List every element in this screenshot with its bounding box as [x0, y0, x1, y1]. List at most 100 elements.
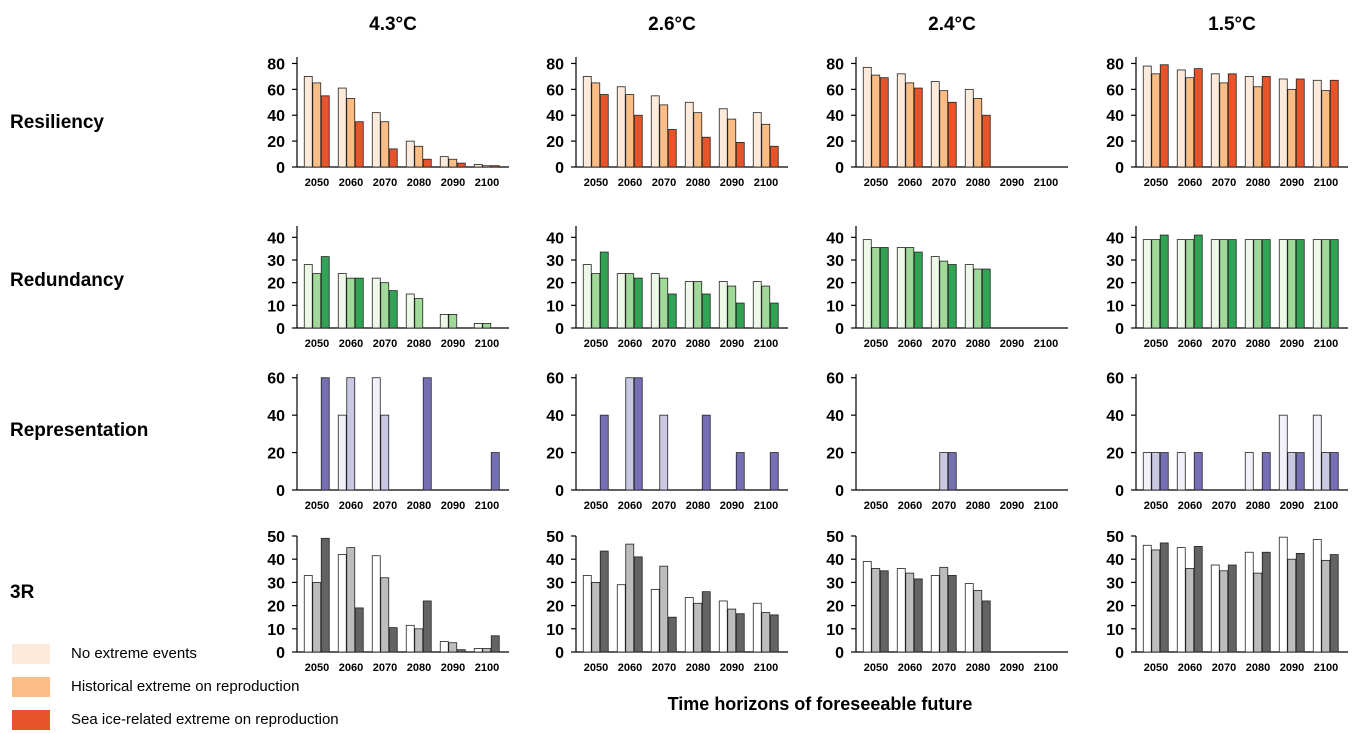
bar [1159, 452, 1169, 491]
legend-swatch [12, 644, 50, 664]
y-tick-label: 20 [546, 134, 564, 151]
y-tick-label: 0 [835, 483, 844, 500]
bar [582, 264, 592, 329]
bar [1151, 239, 1161, 329]
x-tick-label: 2070 [1212, 338, 1236, 350]
bar [1312, 414, 1322, 491]
bar [312, 82, 322, 168]
bar [896, 73, 906, 168]
bar [1329, 452, 1339, 491]
y-tick-label: 0 [1115, 483, 1124, 500]
y-tick-label: 10 [1106, 298, 1124, 315]
bar [1185, 77, 1195, 168]
bar [380, 577, 390, 653]
y-tick-label: 0 [555, 645, 564, 662]
bar [939, 260, 949, 329]
y-tick-label: 40 [546, 230, 564, 247]
x-tick-label: 2070 [932, 500, 956, 512]
y-tick-label: 40 [546, 108, 564, 125]
bar [1261, 551, 1271, 653]
bar [320, 95, 330, 168]
x-tick-label: 2070 [652, 177, 676, 189]
bar [752, 112, 762, 168]
x-tick-label: 2060 [339, 662, 363, 674]
x-tick-label: 2080 [686, 338, 710, 350]
bar [1176, 239, 1186, 329]
x-tick-label: 2070 [1212, 177, 1236, 189]
x-tick-label: 2100 [475, 500, 499, 512]
bar [981, 600, 991, 653]
bar [913, 251, 923, 329]
y-tick-label: 50 [1106, 529, 1124, 546]
y-tick-label: 20 [1106, 276, 1124, 293]
x-tick-label: 2090 [1280, 500, 1304, 512]
bar [1244, 239, 1254, 329]
bar [879, 77, 889, 168]
bar [337, 273, 347, 329]
y-tick-label: 40 [546, 408, 564, 425]
bar [1227, 564, 1237, 653]
bar [1185, 239, 1195, 329]
bar [718, 108, 728, 168]
x-tick-label: 2060 [1178, 177, 1202, 189]
x-tick-label: 2090 [1280, 338, 1304, 350]
x-tick-label: 2100 [475, 338, 499, 350]
bar [482, 323, 492, 329]
y-tick-label: 20 [267, 446, 285, 463]
x-tick-label: 2060 [898, 662, 922, 674]
bar [1193, 68, 1203, 168]
bar [1287, 558, 1297, 653]
bar [693, 602, 703, 653]
x-tick-label: 2090 [1000, 662, 1024, 674]
x-tick-label: 2100 [754, 338, 778, 350]
bar [1176, 547, 1186, 653]
bar [354, 121, 364, 168]
x-tick-label: 2060 [1178, 662, 1202, 674]
bar [599, 251, 609, 329]
y-tick-label: 10 [546, 622, 564, 639]
bar [1312, 79, 1322, 168]
y-tick-label: 20 [1106, 599, 1124, 616]
x-tick-label: 2050 [864, 500, 888, 512]
x-tick-label: 2100 [1314, 177, 1338, 189]
bar [591, 273, 601, 329]
y-tick-label: 80 [826, 56, 844, 73]
bar [422, 600, 432, 653]
bar [354, 607, 364, 653]
x-tick-label: 2080 [966, 662, 990, 674]
bar [1278, 414, 1288, 491]
y-tick-label: 30 [1106, 575, 1124, 592]
x-tick-label: 2090 [720, 500, 744, 512]
bar [752, 281, 762, 329]
bar [650, 95, 660, 168]
bar [388, 290, 398, 329]
bar [616, 273, 626, 329]
bar [769, 302, 779, 329]
bar [1193, 234, 1203, 329]
x-tick-label: 2090 [1000, 177, 1024, 189]
bar [1278, 536, 1288, 653]
y-tick-label: 40 [1106, 108, 1124, 125]
bar [1219, 570, 1229, 653]
y-tick-label: 40 [826, 408, 844, 425]
x-tick-label: 2080 [686, 177, 710, 189]
bar [769, 452, 779, 491]
bar [625, 543, 635, 653]
x-tick-label: 2080 [966, 500, 990, 512]
bar [947, 575, 957, 653]
bar [727, 608, 737, 653]
y-tick-label: 20 [546, 446, 564, 463]
bar [973, 590, 983, 653]
bar [380, 282, 390, 329]
bar [1321, 559, 1331, 653]
bar [633, 556, 643, 653]
bar [684, 281, 694, 329]
y-tick-label: 30 [267, 575, 285, 592]
bar [320, 377, 330, 491]
bar [761, 612, 771, 653]
bar [1142, 239, 1152, 329]
bar [1210, 239, 1220, 329]
x-tick-label: 2060 [618, 338, 642, 350]
x-tick-label: 2070 [373, 177, 397, 189]
x-tick-label: 2060 [1178, 338, 1202, 350]
